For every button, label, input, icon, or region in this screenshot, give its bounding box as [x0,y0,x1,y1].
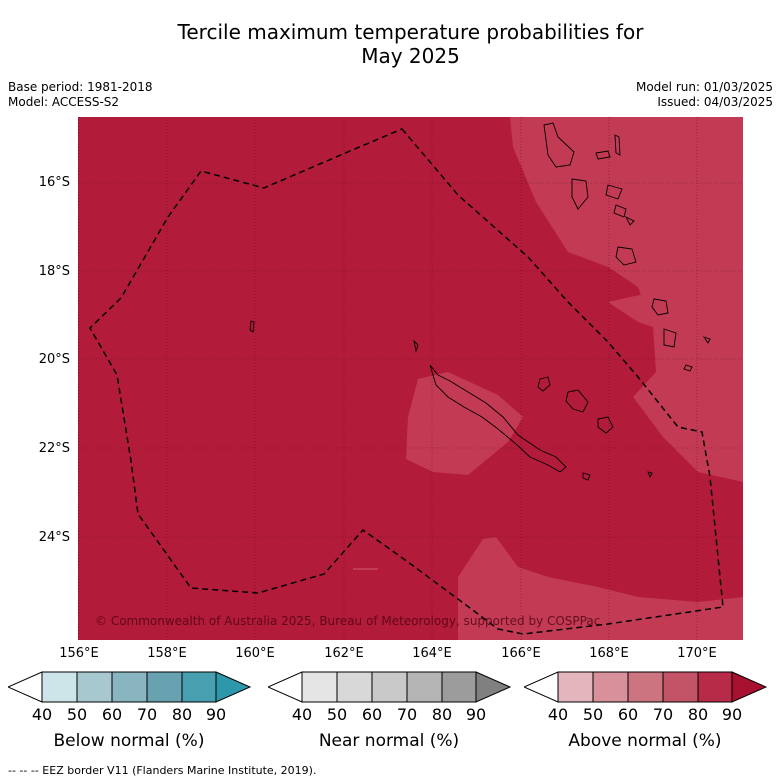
model-run: Model run: 01/03/2025 [635,80,773,94]
tick: 80 [431,705,453,724]
tick: 90 [205,705,227,724]
coastlines [249,122,711,481]
colorbar-above-svg [522,671,768,703]
lat-label-18s: 18°S [38,264,70,279]
lon-label-166e: 166°E [501,646,541,661]
zone-70-80-east [510,117,743,482]
tick: 60 [617,705,639,724]
model-name: Model: ACCESS-S2 [8,95,120,109]
tick: 90 [465,705,487,724]
meta-left: Base period: 1981-2018 Model: ACCESS-S2 [8,80,153,110]
lon-label-170e: 170°E [677,646,717,661]
small-island-e2 [683,364,693,372]
loyalty-island-3 [597,416,614,434]
lat-label-20s: 20°S [38,352,70,367]
issued-date: Issued: 04/03/2025 [657,95,773,109]
zone-70-80-south [458,537,743,640]
colorbar-near-title: Near normal (%) [318,731,460,751]
tick: 70 [652,705,674,724]
title-line-1: Tercile maximum temperature probabilitie… [177,20,644,44]
small-island-w1 [249,320,255,333]
meta-right: Model run: 01/03/2025 Issued: 04/03/2025 [636,80,773,110]
copyright-notice: © Commonwealth of Australia 2025, Bureau… [95,614,601,628]
colorbar-below [6,671,252,707]
gridlines [78,117,743,640]
vanuatu-espiritu-santo [543,122,575,168]
tick: 80 [687,705,709,724]
tick: 50 [326,705,348,724]
loyalty-island-2 [565,389,589,413]
vanuatu-efate [613,204,627,218]
belep-islands [413,339,419,353]
vanuatu-ambae [595,150,611,160]
vanuatu-pentecost [605,184,623,200]
colorbar-near [266,671,512,707]
map-canvas [78,117,743,640]
small-island-e [702,336,711,344]
tick: 40 [31,705,53,724]
tick: 80 [171,705,193,724]
tick: 70 [396,705,418,724]
vanuatu-aneityum [663,328,677,348]
tick: 70 [136,705,158,724]
isle-of-pines [582,472,591,481]
tick: 50 [66,705,88,724]
small-island-se [647,471,653,479]
lat-label-22s: 22°S [38,441,70,456]
lat-label-16s: 16°S [38,175,70,190]
lon-label-156e: 156°E [59,646,99,661]
tick: 60 [101,705,123,724]
title-line-2: May 2025 [361,44,460,68]
loyalty-island-1 [537,376,551,392]
tick: 40 [291,705,313,724]
lon-label-160e: 160°E [235,646,275,661]
lat-label-24s: 24°S [38,530,70,545]
new-caledonia-coast [429,364,567,473]
lon-label-168e: 168°E [589,646,629,661]
vanuatu-erromango [615,246,637,266]
colorbar-below-svg [6,671,252,703]
colorbar-above-title: Above normal (%) [568,731,722,751]
colorbar-above [522,671,768,707]
colorbar-below-title: Below normal (%) [53,731,205,751]
vanuatu-tanna [651,298,669,316]
tick: 40 [547,705,569,724]
lon-label-164e: 164°E [412,646,452,661]
tick: 50 [582,705,604,724]
vanuatu-efate-small [624,215,635,226]
zone-70-80-new-caledonia [406,372,523,475]
map-panel: © Commonwealth of Australia 2025, Bureau… [78,117,743,640]
zone-70-80-vanuatu-gap [608,292,678,332]
vanuatu-malakula [571,178,589,210]
map-title: Tercile maximum temperature probabilitie… [0,20,781,68]
lon-label-158e: 158°E [147,646,187,661]
vanuatu-maewo [614,134,621,156]
colorbar-near-svg [266,671,512,703]
zone-70-80-loyalty [678,337,743,362]
lon-label-162e: 162°E [324,646,364,661]
eez-footnote: -- -- -- EEZ border V11 (Flanders Marine… [8,764,317,777]
tick: 90 [721,705,743,724]
zone-70-80-small [353,568,378,570]
base-period: Base period: 1981-2018 [8,80,153,94]
tick: 60 [361,705,383,724]
